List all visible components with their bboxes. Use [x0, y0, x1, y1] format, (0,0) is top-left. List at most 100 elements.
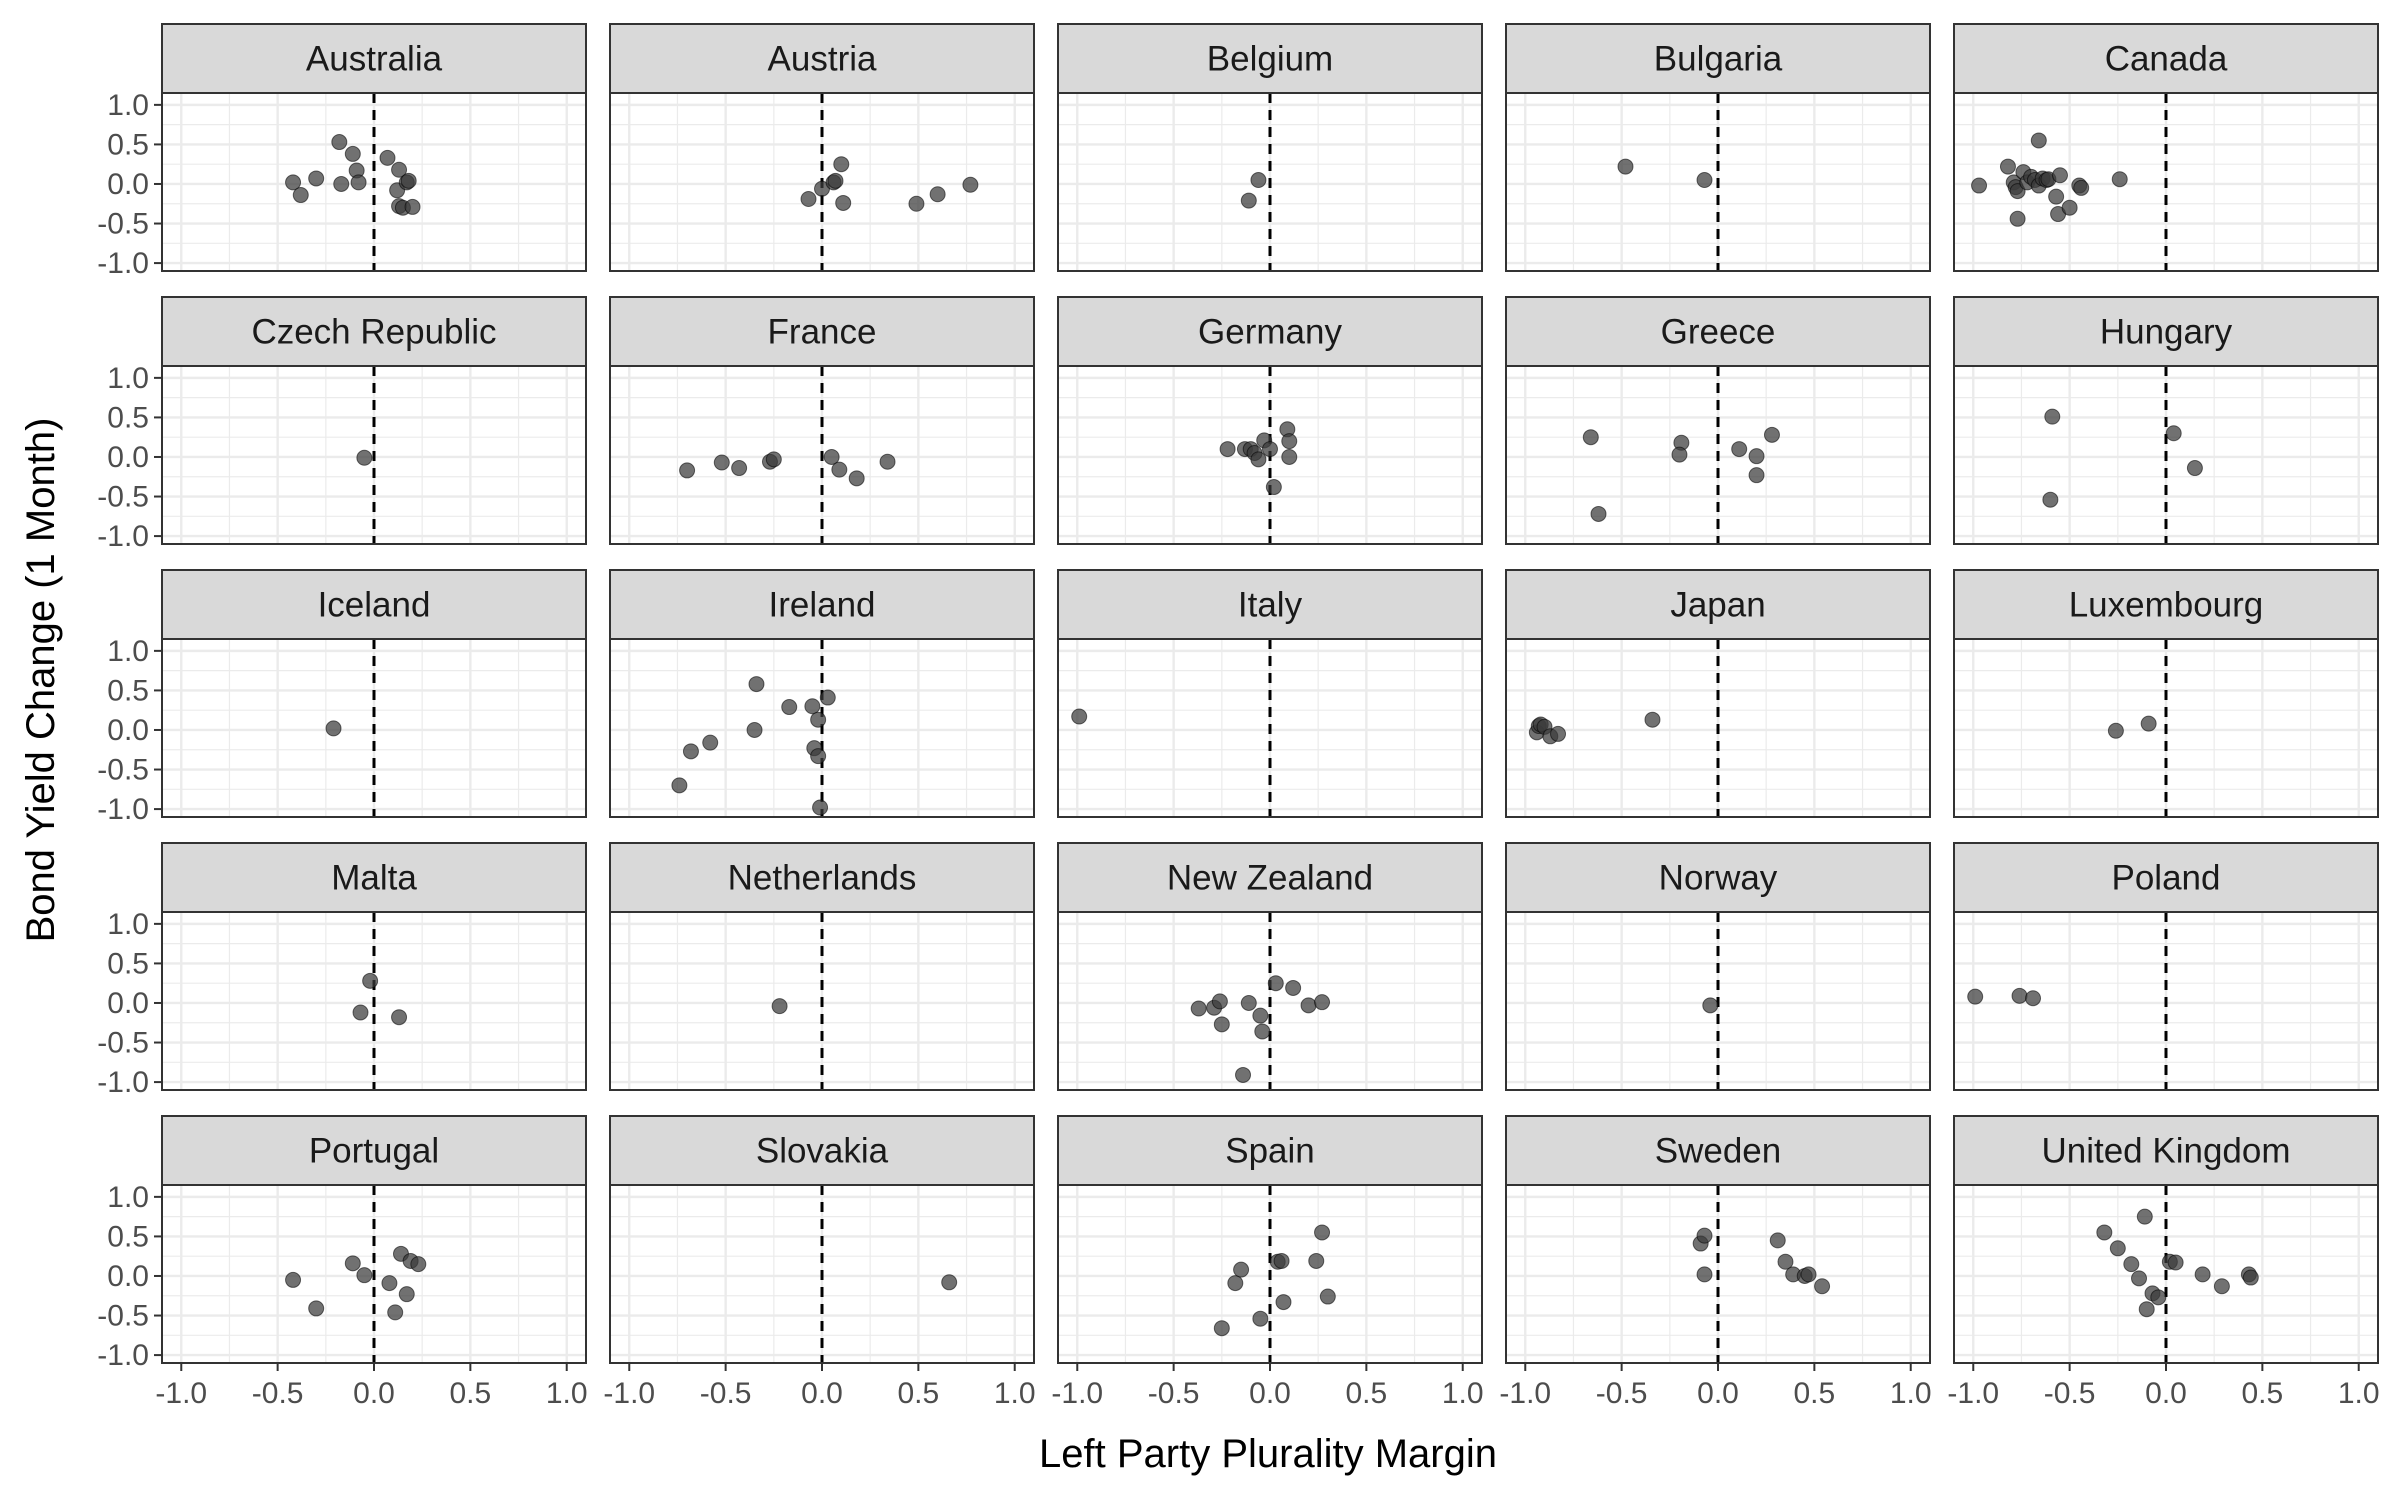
panel-border — [1057, 638, 1483, 818]
y-tick-label: 0.5 — [107, 401, 149, 434]
data-point — [1250, 451, 1267, 468]
y-tick-label: 0.0 — [107, 714, 149, 747]
facet-strip — [1057, 296, 1483, 367]
data-point — [2186, 460, 2203, 477]
data-point — [1748, 448, 1765, 465]
data-point — [771, 998, 788, 1015]
y-tick-label: -0.5 — [97, 754, 149, 787]
data-point — [1071, 708, 1088, 725]
data-point — [308, 1300, 325, 1317]
facet-strip — [161, 1115, 587, 1186]
y-tick-label: -0.5 — [97, 208, 149, 241]
facet-strip — [1057, 842, 1483, 913]
data-point — [1582, 429, 1599, 446]
data-point — [362, 972, 379, 989]
facet-panel: Luxembourg — [1953, 569, 2379, 818]
panel-border — [1505, 92, 1931, 272]
y-tick-label: 0.5 — [107, 947, 149, 980]
facet-panel: Poland — [1953, 842, 2379, 1091]
x-tick-label: 0.5 — [898, 1377, 940, 1410]
data-point — [1281, 448, 1298, 465]
facet-strip — [1505, 23, 1931, 94]
facet-strip — [609, 23, 1035, 94]
data-point — [1748, 467, 1765, 484]
facet-strip — [609, 569, 1035, 640]
facet-label: United Kingdom — [2041, 1132, 2290, 1171]
data-point — [1763, 426, 1780, 443]
data-point — [2213, 1278, 2230, 1295]
data-point — [1211, 993, 1228, 1010]
x-tick-label: 1.0 — [2338, 1377, 2380, 1410]
x-tick-label: 0.0 — [2145, 1377, 2187, 1410]
facet-panel: Italy — [1057, 569, 1483, 818]
facet-strip — [161, 23, 587, 94]
data-point — [800, 191, 817, 208]
data-point — [1190, 1000, 1207, 1017]
x-tick-label: -1.0 — [1947, 1377, 1999, 1410]
data-point — [1252, 1310, 1269, 1327]
panel-border — [609, 92, 1035, 272]
facet-panel: France — [609, 296, 1035, 545]
data-point — [2011, 987, 2028, 1004]
data-point — [1617, 158, 1634, 175]
data-point — [333, 175, 350, 192]
x-tick-label: 0.0 — [353, 1377, 395, 1410]
data-point — [1814, 1278, 1831, 1295]
data-point — [835, 194, 852, 211]
data-point — [2140, 715, 2157, 732]
data-point — [2073, 179, 2090, 196]
data-point — [391, 1009, 408, 1026]
panel-border — [1953, 911, 2379, 1091]
data-point — [1769, 1232, 1786, 1249]
data-point — [823, 448, 840, 465]
facet-label: New Zealand — [1167, 859, 1373, 898]
facet-panel: New Zealand — [1057, 842, 1483, 1091]
panel-border — [161, 911, 587, 1091]
panel-border — [1505, 638, 1931, 818]
data-point — [2131, 1270, 2148, 1287]
data-point — [2109, 1240, 2126, 1257]
data-point — [331, 134, 348, 151]
data-point — [410, 1256, 427, 1273]
y-tick-label: 0.0 — [107, 987, 149, 1020]
data-point — [398, 1286, 415, 1303]
y-tick-label: 1.0 — [107, 89, 149, 122]
facet-label: Portugal — [309, 1132, 439, 1171]
facet-strip — [1505, 842, 1931, 913]
data-point — [819, 689, 836, 706]
x-tick-label: 0.0 — [801, 1377, 843, 1410]
x-tick-label: 0.0 — [1249, 1377, 1291, 1410]
data-point — [879, 453, 896, 470]
data-point — [2165, 425, 2182, 442]
panel-border — [161, 92, 587, 272]
panel-border — [161, 365, 587, 545]
data-point — [1971, 177, 1988, 194]
data-point — [1233, 1261, 1250, 1278]
facet-label: Italy — [1238, 586, 1303, 625]
data-point — [1300, 997, 1317, 1014]
data-point — [2136, 1208, 2153, 1225]
y-tick-label: 1.0 — [107, 908, 149, 941]
facet-label: Bulgaria — [1654, 40, 1783, 79]
x-axis-title: Left Party Plurality Margin — [1039, 1432, 1497, 1476]
data-point — [1800, 1266, 1817, 1283]
facet-label: Canada — [2105, 40, 2228, 79]
facet-panel: Spain — [1057, 1115, 1483, 1364]
data-point — [810, 748, 827, 765]
panel-border — [609, 638, 1035, 818]
facet-label: Malta — [331, 859, 417, 898]
data-point — [1235, 1066, 1252, 1083]
facet-strip — [1953, 842, 2379, 913]
y-tick-label: -1.0 — [97, 1339, 149, 1372]
data-point — [2138, 1301, 2155, 1318]
data-point — [1550, 725, 1567, 742]
data-point — [1254, 1023, 1271, 1040]
facet-label: Czech Republic — [251, 313, 496, 352]
facet-label: Germany — [1198, 313, 1342, 352]
data-point — [702, 734, 719, 751]
x-tick-label: -0.5 — [700, 1377, 752, 1410]
y-tick-label: 0.0 — [107, 1260, 149, 1293]
data-point — [2052, 167, 2068, 184]
facet-panel: Czech Republic — [161, 296, 587, 545]
